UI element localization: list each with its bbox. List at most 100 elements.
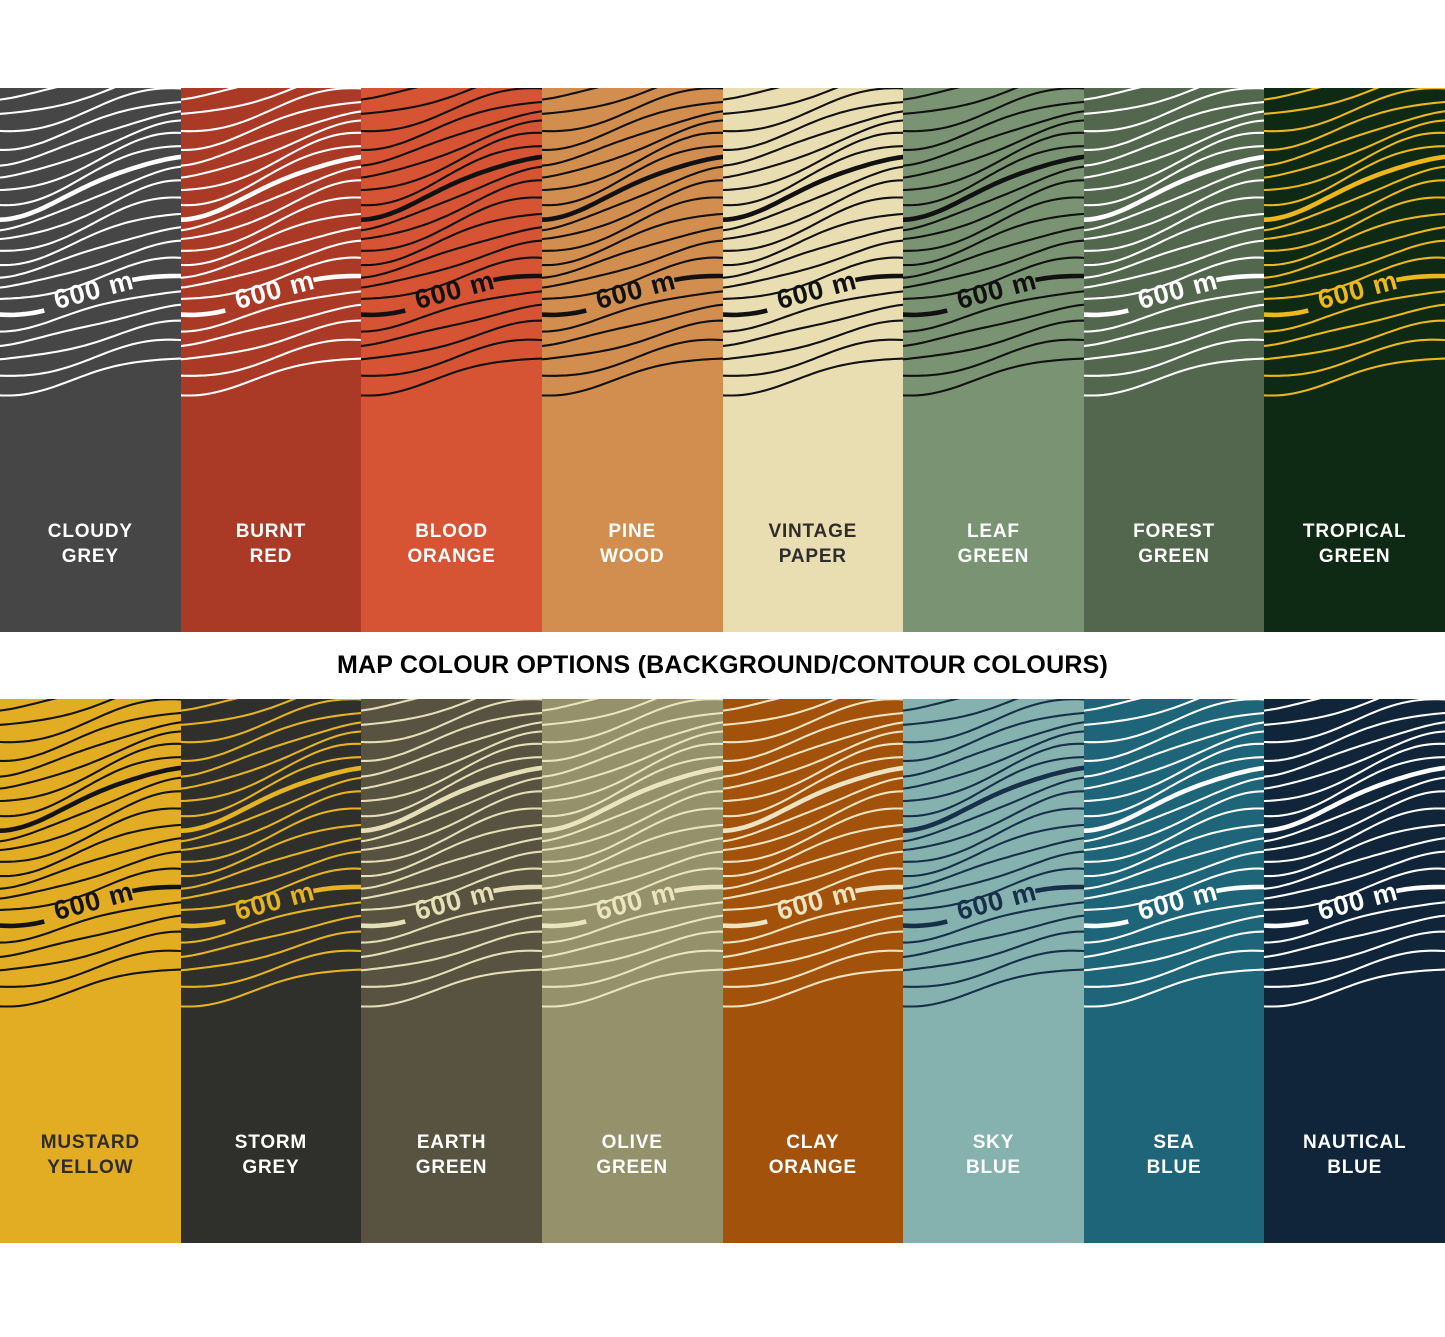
contour-line <box>180 837 362 890</box>
index-contour-line <box>722 884 904 929</box>
contour-line <box>361 145 542 207</box>
swatch-name: NAUTICAL BLUE <box>1264 1130 1445 1180</box>
index-contour-line <box>180 884 362 929</box>
swatch-name-line1: CLAY <box>786 1132 840 1153</box>
contour-line <box>1083 742 1265 803</box>
contour-line <box>1264 101 1445 151</box>
contour-line <box>1264 226 1445 279</box>
contour-line <box>180 101 362 151</box>
contour-line <box>541 338 723 377</box>
contour-line <box>0 290 181 333</box>
index-contour-line <box>0 884 181 929</box>
swatch-tropical-green: 600 m TROPICAL GREEN <box>1264 88 1445 632</box>
swatch-row-top: 600 m CLOUDY GREY 600 m BURNT RED 600 m … <box>0 88 1445 632</box>
index-contour-line <box>722 273 904 318</box>
swatch-name-line1: PINE <box>608 521 656 542</box>
swatch-row-bottom: 600 m MUSTARD YELLOW 600 m STORM GREY 60… <box>0 699 1445 1243</box>
swatch-sea-blue: 600 m SEA BLUE <box>1083 699 1265 1243</box>
index-contour-line <box>0 154 181 222</box>
contour-line <box>541 699 600 712</box>
contour-line <box>361 110 542 167</box>
contour-line <box>722 807 904 863</box>
swatch-name-line1: VINTAGE <box>768 521 858 542</box>
contour-line <box>361 901 542 944</box>
contour-line <box>722 290 904 333</box>
contour-line <box>1083 823 1265 878</box>
contour-line <box>1083 949 1265 988</box>
contour-line <box>1083 712 1265 762</box>
contour-line <box>541 807 723 863</box>
contour-line <box>541 226 723 279</box>
contour-line <box>541 357 723 397</box>
contour-line <box>903 730 1084 790</box>
contour-line <box>541 256 723 300</box>
contour-line <box>541 823 723 878</box>
contour-line <box>180 196 362 252</box>
index-contour-line <box>541 154 723 222</box>
contour-line <box>1264 303 1445 348</box>
contour-line <box>1264 338 1445 377</box>
swatch-name: OLIVE GREEN <box>542 1130 723 1180</box>
contour-line <box>1083 699 1265 744</box>
contour-line <box>903 721 1084 778</box>
swatch-name-line1: STORM <box>234 1132 308 1153</box>
contour-line <box>0 212 181 267</box>
contour-line <box>0 88 181 133</box>
contour-line <box>1264 914 1445 959</box>
contour-line <box>0 823 181 878</box>
contour-line <box>903 776 1084 843</box>
contour-line <box>903 88 1019 115</box>
swatch-name-line1: EARTH <box>416 1132 487 1153</box>
index-contour-line <box>0 273 181 318</box>
contour-line <box>722 930 904 972</box>
contour-line <box>0 131 181 192</box>
index-contour-line <box>180 154 362 222</box>
swatch-name-line2: ORANGE <box>407 546 496 567</box>
contour-line <box>541 319 723 361</box>
contour-line <box>180 790 362 852</box>
contour-line <box>180 850 362 900</box>
contour-line <box>180 290 362 333</box>
contour-line <box>903 790 1084 852</box>
contour-line <box>0 319 181 361</box>
contour-pattern: 600 m <box>0 88 181 397</box>
contour-line <box>722 131 904 192</box>
swatch-storm-grey: 600 m STORM GREY <box>180 699 362 1243</box>
contour-line <box>0 165 181 232</box>
contour-line <box>903 110 1084 167</box>
contour-line <box>0 357 181 397</box>
contour-line <box>903 239 1084 289</box>
contour-line <box>541 968 723 1008</box>
contour-pattern: 600 m <box>0 699 181 1008</box>
index-contour-line <box>1264 154 1445 222</box>
swatch-name: EARTH GREEN <box>361 1130 542 1180</box>
swatch-name: CLAY ORANGE <box>723 1130 904 1180</box>
contour-line <box>0 239 181 289</box>
contour-line <box>0 968 181 1008</box>
contour-line <box>1083 119 1265 179</box>
contour-line <box>541 930 723 972</box>
contour-line <box>541 88 723 133</box>
swatch-name-line2: PAPER <box>778 546 847 567</box>
contour-line <box>722 165 904 232</box>
contour-line <box>1264 145 1445 207</box>
swatch-name-line2: YELLOW <box>47 1157 134 1178</box>
index-contour-line <box>361 765 542 833</box>
contour-line <box>1264 823 1445 878</box>
contour-line <box>0 196 181 252</box>
contour-line <box>541 712 723 762</box>
contour-line <box>1083 968 1265 1008</box>
contour-line <box>1083 850 1265 900</box>
contour-line <box>722 88 839 115</box>
contour-line <box>1264 730 1445 790</box>
contour-line <box>0 930 181 972</box>
contour-line <box>1264 756 1445 818</box>
contour-line <box>361 256 542 300</box>
contour-line <box>1264 88 1322 101</box>
contour-line <box>722 239 904 289</box>
contour-line <box>361 776 542 843</box>
contour-line <box>903 119 1084 179</box>
swatch-name: CLOUDY GREY <box>0 519 181 569</box>
contour-line <box>0 179 181 241</box>
contour-line <box>180 699 297 726</box>
